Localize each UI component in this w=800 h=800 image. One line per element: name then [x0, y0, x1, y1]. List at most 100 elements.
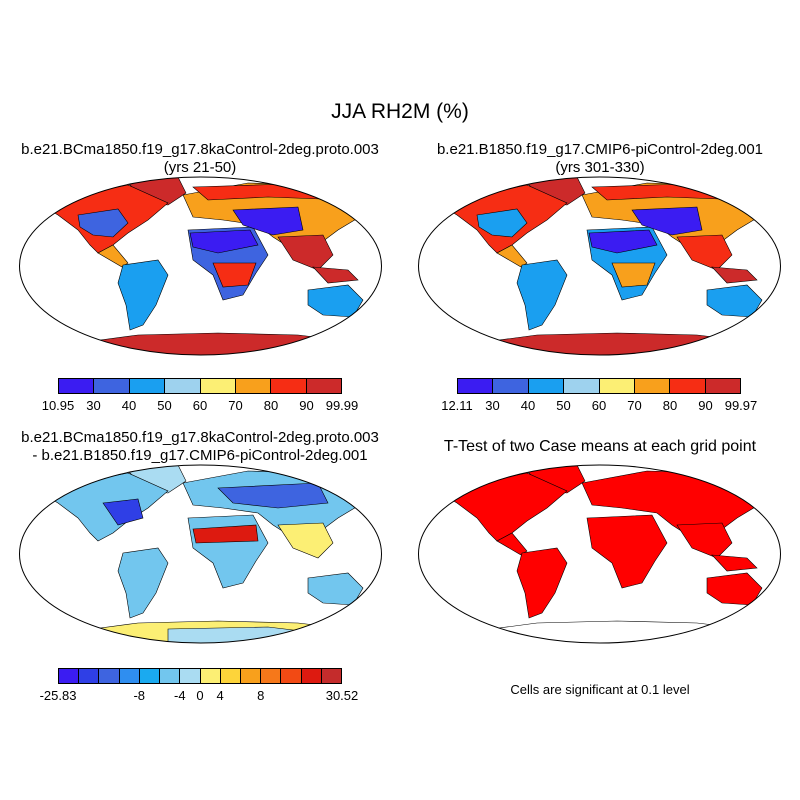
indonesia: [711, 266, 758, 284]
colorbar-tick-label: 50: [556, 398, 571, 413]
colorbar-tick-label: 60: [591, 398, 607, 413]
central-africa: [212, 262, 257, 288]
colorbar-swatch: [180, 669, 201, 683]
colorbar-swatch: [139, 669, 161, 683]
map-top-right: [418, 176, 781, 356]
colorbar-tick-label: 99.99: [325, 398, 359, 413]
colorbar-swatch: [458, 379, 494, 393]
colorbar-tick-label: 90: [299, 398, 314, 413]
colorbar-swatch: [261, 669, 282, 683]
colorbar-swatch: [200, 669, 221, 683]
map-top-left: [19, 176, 382, 356]
na-west: [476, 208, 528, 238]
south-asia: [676, 234, 733, 271]
colorbar-swatch: [200, 379, 236, 393]
colorbar-top-right: [457, 378, 741, 394]
panel-title-line2: (yrs 21-50): [163, 159, 237, 176]
colorbar-swatch: [119, 669, 140, 683]
colorbar-swatch: [165, 379, 201, 393]
colorbar-swatch: [321, 669, 342, 683]
panel-title-bottom-left: b.e21.BCma1850.f19_g17.8kaControl-2deg.p…: [0, 429, 400, 465]
colorbar-bottom-left: [58, 668, 342, 684]
indonesia: [312, 266, 359, 284]
south-asia: [277, 234, 334, 271]
colorbar-swatch: [281, 669, 302, 683]
colorbar-swatch: [564, 379, 600, 393]
colorbar-tick-label: 8: [257, 688, 265, 703]
colorbar-swatch: [271, 379, 307, 393]
na-east-dry: [102, 498, 144, 526]
central-asia-dry: [631, 206, 703, 236]
panel-title-line2: - b.e21.B1850.f19_g17.CMIP6-piControl-2d…: [32, 447, 368, 464]
colorbar-tick-label: 30: [485, 398, 500, 413]
eurasia-dry: [217, 482, 329, 509]
colorbar-tick-label: 70: [228, 398, 243, 413]
sahel-wet: [192, 524, 259, 544]
south-asia: [676, 522, 733, 559]
figure-title: JJA RH2M (%): [331, 100, 469, 123]
africa: [586, 514, 668, 589]
panel-title-bottom-right: T-Test of two Case means at each grid po…: [443, 438, 757, 455]
colorbar-tick-label: 12.11: [441, 398, 473, 413]
central-america: [496, 532, 528, 556]
colorbar-tick-label: 30: [86, 398, 101, 413]
colorbar-tick-label: 60: [192, 398, 208, 413]
colorbar-swatch: [94, 379, 130, 393]
south-asia: [277, 522, 334, 559]
colorbar-swatch: [528, 379, 565, 393]
colorbar-swatch: [99, 669, 120, 683]
colorbar-labels-top-right: 12.11 30 40 50 60 70 80 90 99.97: [441, 398, 757, 414]
panel-title-line1: b.e21.BCma1850.f19_g17.8kaControl-2deg.p…: [21, 429, 379, 446]
colorbar-swatch: [160, 669, 181, 683]
map-bottom-right: [418, 464, 781, 644]
colorbar-swatch: [705, 379, 740, 393]
central-america: [496, 244, 528, 268]
central-africa: [611, 262, 656, 288]
colorbar-tick-label: 40: [520, 398, 536, 413]
colorbar-tick-label: 50: [157, 398, 172, 413]
colorbar-swatch: [670, 379, 706, 393]
panel-title-top-right: b.e21.B1850.f19_g17.CMIP6-piControl-2deg…: [400, 141, 800, 177]
colorbar-tick-label: 0: [196, 688, 204, 703]
colorbar-swatch: [634, 379, 671, 393]
colorbar-swatch: [306, 379, 341, 393]
central-america: [97, 244, 129, 268]
na-dry-west: [77, 208, 129, 238]
south-america: [117, 259, 169, 331]
south-america: [117, 547, 169, 619]
colorbar-swatch: [599, 379, 635, 393]
colorbar-tick-label: 40: [121, 398, 137, 413]
colorbar-swatch: [301, 669, 322, 683]
colorbar-tick-label: 10.95: [41, 398, 75, 413]
colorbar-tick-label: 80: [662, 398, 678, 413]
sahara: [189, 229, 259, 254]
indonesia: [711, 554, 758, 572]
colorbar-swatch: [235, 379, 272, 393]
colorbar-swatch: [493, 379, 529, 393]
sahara: [588, 229, 658, 254]
south-america: [516, 259, 568, 331]
colorbar-tick-label: -4: [174, 688, 186, 703]
panel-title-top-left: b.e21.BCma1850.f19_g17.8kaControl-2deg.p…: [0, 141, 400, 177]
colorbar-tick-label: 80: [263, 398, 279, 413]
panel-title-line1: b.e21.B1850.f19_g17.CMIP6-piControl-2deg…: [436, 141, 764, 158]
colorbar-tick-label: -8: [133, 688, 145, 703]
colorbar-tick-label: -25.83: [39, 688, 77, 703]
central-asia-dry: [232, 206, 304, 236]
map-bottom-left: [19, 464, 382, 644]
colorbar-tick-label: 70: [627, 398, 642, 413]
south-america: [516, 547, 568, 619]
colorbar-tick-label: 30.52: [325, 688, 359, 703]
colorbar-tick-label: 99.97: [724, 398, 758, 413]
colorbar-swatch: [129, 379, 166, 393]
panel-title-line2: (yrs 301-330): [555, 159, 645, 176]
significance-note: Cells are significant at 0.1 level: [510, 682, 690, 697]
colorbar-tick-label: 4: [216, 688, 224, 703]
colorbar-swatch: [59, 669, 80, 683]
colorbar-labels-top-left: 10.95 30 40 50 60 70 80 90 99.99: [42, 398, 359, 414]
colorbar-tick-label: 90: [698, 398, 713, 413]
colorbar-swatch: [79, 669, 100, 683]
colorbar-swatch: [59, 379, 95, 393]
colorbar-top-left: [58, 378, 342, 394]
colorbar-swatch: [240, 669, 262, 683]
